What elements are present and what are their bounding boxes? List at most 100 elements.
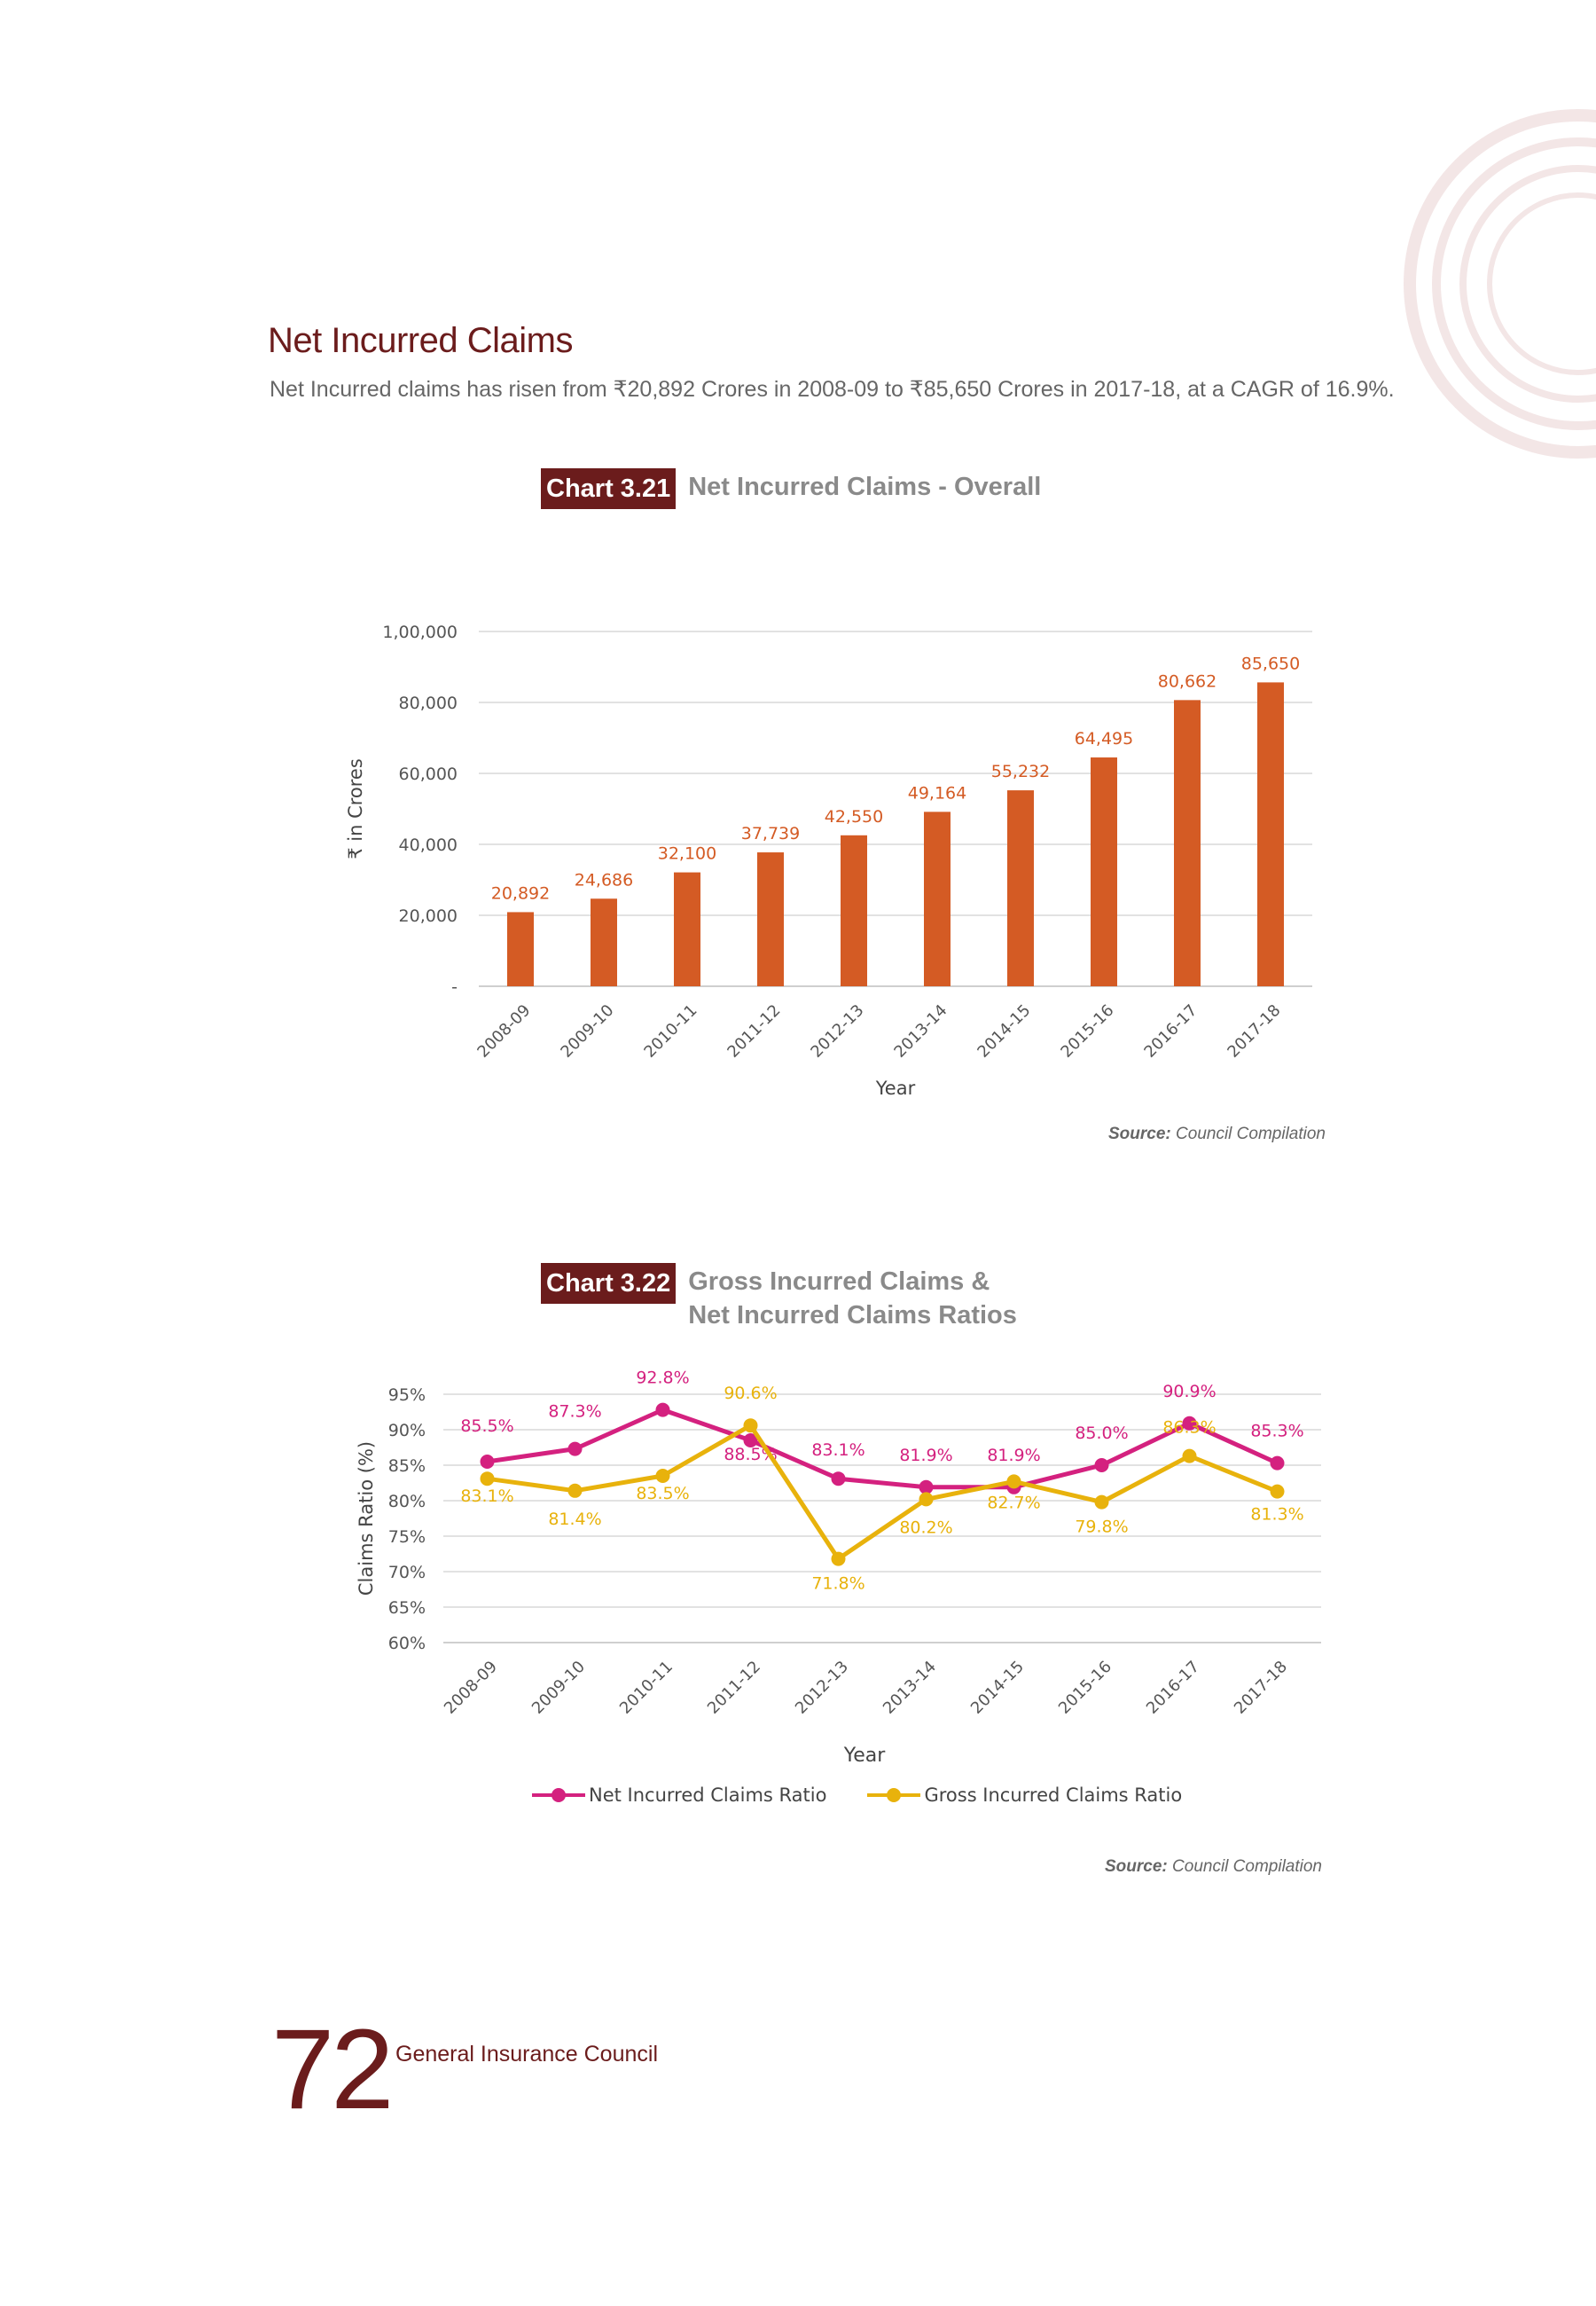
bar: [1091, 757, 1117, 986]
data-label-net: 87.3%: [548, 1402, 601, 1422]
data-label-gross: 79.8%: [1075, 1518, 1128, 1537]
data-label-gross: 86.3%: [1162, 1418, 1216, 1438]
legend-swatch-net: [532, 1784, 585, 1806]
chart1-source: Source: Council Compilation: [1108, 1125, 1326, 1144]
line-chart-claims-ratios: 60% 65% 70% 75% 80% 85% 90% 95% 2008-09 2009-10 20…: [356, 1369, 1321, 1767]
chart2-source: Source: Council Compilation: [1105, 1857, 1322, 1877]
section-description: Net Incurred claims has risen from ₹20,8…: [270, 377, 1395, 402]
x-tick-label: 2013-14: [880, 1658, 940, 1718]
x-tick-label: 2017-18: [1224, 1001, 1284, 1062]
bar-data-label: 80,662: [1158, 671, 1217, 691]
chart1-title: Net Incurred Claims - Overall: [688, 473, 1042, 501]
data-label-gross: 81.3%: [1250, 1505, 1303, 1525]
decorative-arcs: [1404, 109, 1596, 459]
chart1-header: Chart 3.21 Net Incurred Claims - Overall: [541, 468, 1041, 509]
data-point-gross: [1270, 1484, 1285, 1499]
data-label-gross: 80.2%: [899, 1518, 952, 1537]
bar: [507, 912, 534, 986]
data-label-net: 85.3%: [1250, 1422, 1303, 1441]
data-point-gross: [1006, 1474, 1021, 1489]
y-tick-label: 65%: [388, 1598, 426, 1618]
data-point-gross: [919, 1492, 934, 1507]
x-tick-label: 2011-12: [724, 1001, 784, 1062]
chart2-title: Gross Incurred Claims & Net Incurred Cla…: [688, 1263, 1017, 1332]
data-label-net: 85.5%: [460, 1416, 513, 1436]
bar-data-label: 85,650: [1241, 654, 1300, 673]
data-label-gross: 82.7%: [987, 1493, 1040, 1512]
footer-org-name: General Insurance Council: [395, 2042, 658, 2067]
bar: [841, 835, 867, 986]
data-label-gross: 90.6%: [724, 1384, 777, 1403]
section-title: Net Incurred Claims: [268, 321, 573, 360]
data-label-net: 90.9%: [1162, 1382, 1216, 1401]
data-label-net: 83.1%: [811, 1440, 864, 1460]
chart2-number: Chart 3.22: [541, 1263, 677, 1304]
x-tick-label: 2013-14: [890, 1001, 951, 1062]
bar-data-label: 55,232: [991, 762, 1050, 781]
y-axis-title: ₹ in Crores: [345, 758, 366, 859]
chart2-source-label: Source:: [1105, 1857, 1168, 1876]
chart1-source-label: Source:: [1108, 1125, 1171, 1143]
data-point-gross: [1094, 1494, 1109, 1510]
x-tick-label: 2010-11: [640, 1001, 700, 1062]
x-tick-label: 2017-18: [1231, 1658, 1291, 1718]
chart2-title-line1: Gross Incurred Claims &: [688, 1267, 990, 1296]
y-tick-label: 85%: [388, 1456, 426, 1476]
x-tick-label: 2015-16: [1057, 1001, 1117, 1062]
bar: [757, 852, 784, 986]
x-tick-label: 2016-17: [1140, 1001, 1201, 1062]
x-tick-label: 2010-11: [616, 1658, 677, 1718]
data-label-gross: 83.5%: [636, 1484, 689, 1503]
legend-item-net: Net Incurred Claims Ratio: [532, 1784, 826, 1806]
y-tick-label: 80,000: [399, 694, 458, 713]
x-tick-label: 2008-09: [473, 1001, 534, 1062]
y-tick-label: 90%: [388, 1421, 426, 1440]
x-tick-label: 2009-10: [528, 1658, 589, 1718]
x-tick-label: 2016-17: [1143, 1658, 1203, 1718]
chart2-legend: Net Incurred Claims Ratio Gross Incurred…: [532, 1784, 1223, 1806]
data-point-net: [480, 1455, 495, 1469]
bar: [1174, 700, 1201, 986]
data-point-gross: [567, 1483, 583, 1498]
bar: [674, 872, 700, 986]
bar-data-label: 24,686: [575, 870, 633, 890]
chart2-source-text: Council Compilation: [1167, 1857, 1322, 1876]
bar-data-label: 37,739: [741, 824, 800, 843]
y-tick-label: 40,000: [399, 835, 458, 855]
y-tick-label: 60%: [388, 1634, 426, 1653]
data-point-gross: [655, 1469, 670, 1483]
x-axis-title: Year: [843, 1745, 887, 1767]
bar: [1007, 790, 1034, 986]
page-number: 72: [271, 2006, 394, 2133]
bar-data-label: 49,164: [908, 783, 966, 803]
y-tick-label: 60,000: [399, 765, 458, 784]
bar-chart-net-incurred-claims: - 20,000 40,000 60,000 80,000 1,00,000 20,892 2…: [345, 623, 1312, 1099]
legend-item-gross: Gross Incurred Claims Ratio: [867, 1784, 1182, 1806]
bar-data-label: 20,892: [491, 883, 550, 903]
chart2-header: Chart 3.22 Gross Incurred Claims & Net I…: [541, 1263, 1017, 1332]
x-axis-title: Year: [875, 1078, 916, 1099]
data-point-net: [1094, 1458, 1109, 1472]
x-tick-label: 2014-15: [967, 1658, 1028, 1718]
data-point-net: [567, 1441, 583, 1456]
x-tick-label: 2014-15: [974, 1001, 1034, 1062]
bar: [924, 812, 951, 986]
chart1-number: Chart 3.21: [541, 468, 677, 509]
legend-swatch-gross: [867, 1784, 921, 1806]
data-point-net: [743, 1433, 758, 1447]
y-tick-label: 1,00,000: [382, 623, 458, 642]
y-tick-label: 75%: [388, 1527, 426, 1547]
data-point-net: [1182, 1416, 1197, 1431]
y-tick-label: -: [451, 977, 458, 997]
y-tick-label: 80%: [388, 1492, 426, 1511]
x-tick-label: 2012-13: [807, 1001, 867, 1062]
data-label-gross: 81.4%: [548, 1510, 601, 1529]
y-tick-label: 70%: [388, 1563, 426, 1582]
data-label-net: 81.9%: [899, 1446, 952, 1465]
legend-label-net: Net Incurred Claims Ratio: [589, 1784, 827, 1806]
series-line-gross: [487, 1423, 1279, 1562]
data-label-gross: 71.8%: [811, 1574, 864, 1594]
data-point-net: [655, 1402, 670, 1417]
data-label-gross: 83.1%: [460, 1486, 513, 1506]
data-point-gross: [743, 1418, 758, 1433]
